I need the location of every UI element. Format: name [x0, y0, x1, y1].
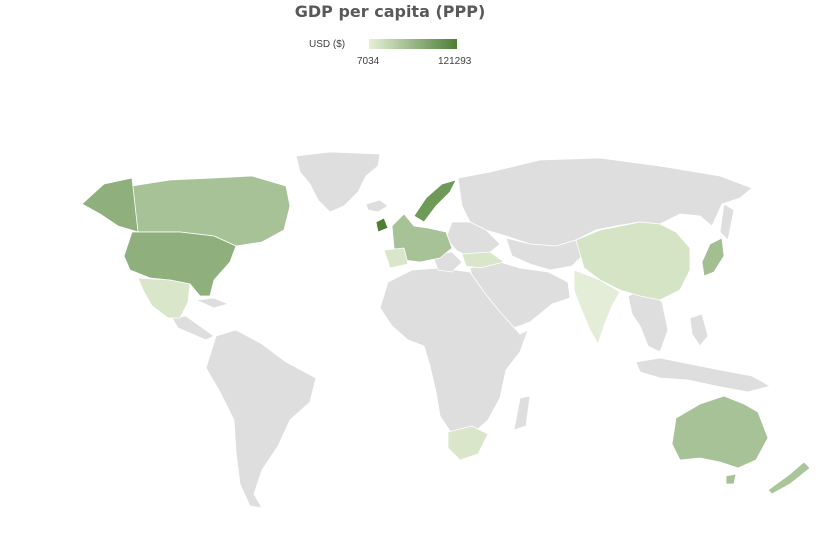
region-central-america[interactable] — [171, 315, 215, 341]
region-japan[interactable] — [701, 237, 725, 277]
legend-unit-label: USD ($) — [309, 39, 346, 50]
map-title: GDP per capita (PPP) — [294, 2, 486, 21]
region-mexico[interactable] — [137, 277, 191, 319]
region-tasmania[interactable] — [725, 473, 737, 485]
legend-max-value: 121293 — [438, 56, 472, 67]
region-ireland[interactable] — [375, 217, 389, 233]
region-south-america[interactable] — [205, 329, 317, 509]
region-south-africa[interactable] — [447, 425, 489, 461]
region-philippines[interactable] — [689, 313, 709, 347]
region-iberia[interactable] — [383, 247, 409, 269]
region-turkey[interactable] — [461, 251, 505, 269]
region-greenland[interactable] — [295, 151, 381, 213]
region-africa[interactable] — [379, 267, 529, 437]
region-caribbean[interactable] — [195, 297, 229, 309]
region-indonesia[interactable] — [635, 357, 771, 393]
region-iceland[interactable] — [365, 199, 389, 213]
region-new-zealand[interactable] — [767, 461, 811, 495]
region-united-states[interactable] — [123, 231, 237, 297]
region-india[interactable] — [573, 269, 621, 345]
region-madagascar[interactable] — [513, 395, 531, 431]
region-norway[interactable] — [413, 179, 457, 223]
region-russia[interactable] — [457, 157, 753, 247]
region-alaska[interactable] — [81, 177, 139, 233]
legend-min-value: 7034 — [357, 56, 380, 67]
region-central-asia[interactable] — [505, 237, 583, 271]
region-australia[interactable] — [671, 395, 769, 469]
legend-color-scale — [369, 39, 457, 49]
region-kamchatka[interactable] — [719, 203, 735, 241]
